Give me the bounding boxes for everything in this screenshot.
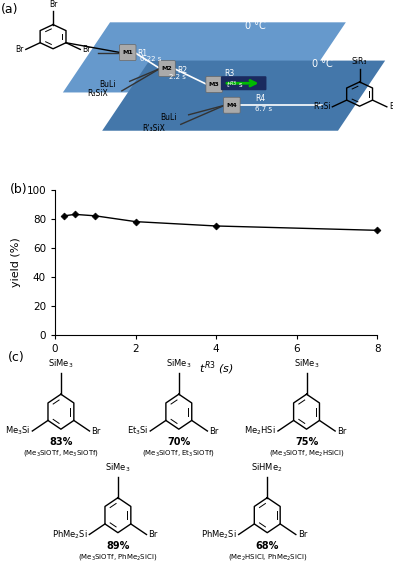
Text: SiMe$_3$: SiMe$_3$ (105, 461, 130, 474)
Text: SiMe$_3$: SiMe$_3$ (294, 358, 319, 370)
Text: R₃SiX: R₃SiX (87, 89, 108, 98)
Text: 68%: 68% (255, 541, 279, 551)
Text: M4: M4 (226, 103, 237, 108)
Text: (Me$_3$SiOTf, Me$_2$HSiCl): (Me$_3$SiOTf, Me$_2$HSiCl) (268, 448, 345, 458)
Text: (a): (a) (0, 3, 18, 16)
Text: Br: Br (149, 530, 158, 539)
Polygon shape (63, 22, 346, 93)
X-axis label: $t^{R3}$ (s): $t^{R3}$ (s) (199, 359, 233, 377)
Text: Br: Br (298, 530, 307, 539)
Text: 83%: 83% (49, 438, 73, 447)
Text: Me$_2$HSi: Me$_2$HSi (244, 425, 276, 437)
Text: (b): (b) (10, 182, 28, 196)
Text: 6.7 s: 6.7 s (255, 106, 273, 112)
Text: R2: R2 (177, 66, 187, 75)
Text: SiR₃: SiR₃ (352, 57, 367, 66)
Text: Br: Br (209, 427, 219, 435)
Text: Br: Br (337, 427, 347, 435)
FancyBboxPatch shape (119, 45, 136, 60)
Text: (c): (c) (8, 351, 25, 364)
Text: Br: Br (92, 427, 101, 435)
Text: BuLi: BuLi (99, 80, 116, 89)
FancyBboxPatch shape (159, 60, 175, 76)
Polygon shape (102, 60, 385, 131)
Text: Br: Br (15, 45, 24, 54)
Text: SiHMe$_2$: SiHMe$_2$ (252, 461, 283, 474)
Text: SiMe$_3$: SiMe$_3$ (48, 358, 73, 370)
Text: BuLi: BuLi (160, 113, 177, 122)
Text: PhMe$_2$Si: PhMe$_2$Si (201, 528, 237, 540)
Text: R'₃Si: R'₃Si (313, 102, 331, 112)
FancyBboxPatch shape (221, 76, 266, 90)
Text: $t^{R3}$ s: $t^{R3}$ s (226, 79, 244, 91)
Text: M2: M2 (162, 66, 173, 71)
Text: (Me$_3$SiOTf, Et$_3$SiOTf): (Me$_3$SiOTf, Et$_3$SiOTf) (142, 448, 215, 458)
Text: (Me$_3$SiOTf, PhMe$_2$SiCl): (Me$_3$SiOTf, PhMe$_2$SiCl) (78, 552, 158, 562)
Text: 2.2 s: 2.2 s (169, 74, 186, 80)
Text: 75%: 75% (295, 438, 318, 447)
Text: Br: Br (389, 102, 393, 112)
FancyBboxPatch shape (224, 97, 240, 113)
Text: M3: M3 (209, 82, 220, 87)
Text: R'₃SiX: R'₃SiX (142, 124, 165, 133)
Text: 70%: 70% (167, 438, 191, 447)
Text: (Me$_3$SiOTf, Me$_3$SiOTf): (Me$_3$SiOTf, Me$_3$SiOTf) (23, 448, 99, 458)
Text: 89%: 89% (106, 541, 130, 551)
Text: Br: Br (49, 0, 57, 9)
Text: 0.22 s: 0.22 s (140, 56, 161, 62)
Text: R3: R3 (224, 68, 234, 78)
Text: PhMe$_2$Si: PhMe$_2$Si (51, 528, 87, 540)
Text: SiMe$_3$: SiMe$_3$ (166, 358, 191, 370)
Text: M1: M1 (122, 50, 133, 55)
Text: 0 °C: 0 °C (245, 21, 266, 30)
Text: Br: Br (82, 45, 91, 54)
Text: Et$_3$Si: Et$_3$Si (127, 425, 148, 437)
Text: Me$_3$Si: Me$_3$Si (5, 425, 30, 437)
Text: (Me$_2$HSiCl, PhMe$_2$SiCl): (Me$_2$HSiCl, PhMe$_2$SiCl) (228, 552, 307, 562)
Y-axis label: yield (%): yield (%) (11, 237, 21, 287)
Text: R1: R1 (138, 49, 148, 58)
Text: R4: R4 (255, 94, 266, 103)
FancyBboxPatch shape (206, 76, 222, 93)
Text: 0 °C: 0 °C (312, 59, 332, 69)
